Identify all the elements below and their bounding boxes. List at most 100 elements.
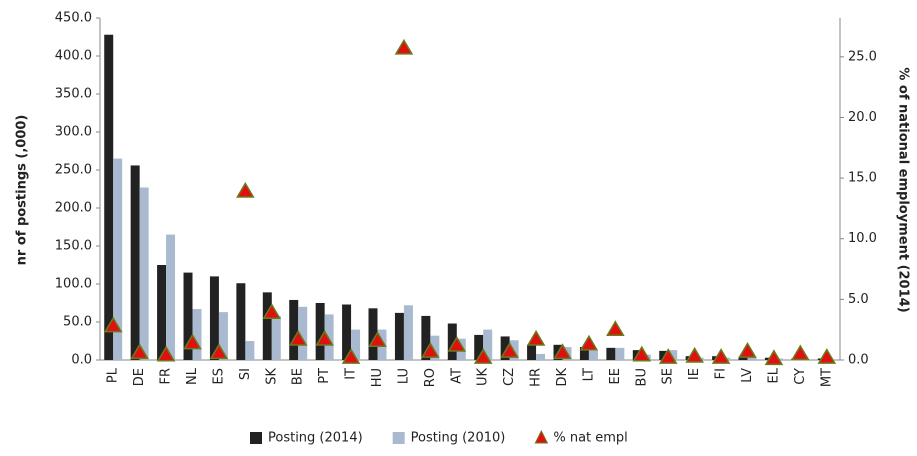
y-tick-label: 100.0 [55,277,92,292]
x-tick-label: IT [344,368,359,380]
bar [527,344,537,360]
bar [421,315,431,360]
x-tick-label: SI [238,368,253,380]
bar [536,353,546,360]
bar [738,356,748,360]
y-tick-label: 450.0 [55,11,92,26]
bar [430,335,440,360]
bar [113,158,123,360]
triangle-marker [394,38,414,55]
bar [315,303,325,360]
bar [606,347,616,360]
triangle-marker [103,316,123,333]
bar [245,341,255,360]
triangle-marker [817,348,837,364]
triangle-marker [315,329,334,346]
y-axis-title: nr of postings (,000) [15,115,30,266]
bar [139,187,149,360]
legend-label: Posting (2010) [411,431,506,446]
bar [262,292,272,360]
triangle-marker [685,346,704,363]
triangle-marker [526,329,546,346]
bar [668,350,678,360]
bar [351,329,361,360]
x-tick-label: BE [291,368,306,385]
x-tick-label: DK [555,368,570,387]
y2-tick-label: 25.0 [848,49,877,64]
x-tick-label: EE [608,368,623,384]
x-tick-label: LU [396,368,411,384]
y-tick-label: 400.0 [55,49,92,64]
bar [192,309,202,360]
bar [298,306,308,360]
triangle-marker [341,348,361,364]
x-tick-label: NL [185,367,200,385]
bar [218,312,228,360]
y-tick-label: 350.0 [55,87,92,102]
x-tick-label: PT [317,368,332,384]
legend-label: % nat empl [553,431,627,446]
legend-label: Posting (2014) [268,431,363,446]
bar [615,347,625,360]
x-tick-label: AT [449,368,464,384]
y-tick-label: 50.0 [63,315,92,330]
x-tick-label: MT [819,368,834,387]
triangle-marker [764,349,784,366]
bar [342,304,352,360]
triangle-marker [262,303,282,320]
x-tick-label: FI [714,368,729,379]
legend-marker [534,429,549,444]
x-tick-label: IE [687,368,702,380]
x-tick-label: SE [661,368,676,384]
triangle-marker [368,331,387,347]
bar [130,165,140,360]
triangle-marker [606,320,625,337]
x-tick-label: ES [211,368,226,384]
triangle-marker [130,343,149,360]
y2-tick-label: 5.0 [848,292,869,307]
bar [447,323,457,360]
y-tick-label: 0.0 [71,353,92,368]
bar [474,334,484,360]
bar [483,329,493,360]
triangle-marker [500,342,519,358]
triangle-marker [183,333,202,350]
triangle-marker [553,343,572,360]
x-tick-label: FR [159,368,174,385]
triangle-marker [447,335,467,352]
x-tick-label: LT [581,368,596,381]
x-tick-label: LV [740,368,755,383]
triangle-marker [236,181,255,198]
x-tick-label: HU [370,368,385,387]
bar [579,347,589,360]
y2-tick-label: 15.0 [848,171,877,186]
x-tick-label: RO [423,368,438,387]
bar [368,308,378,360]
triangle-marker [421,342,440,358]
x-tick-label: PL [106,367,121,383]
bar [394,312,404,360]
triangle-marker [209,343,229,360]
y-tick-label: 250.0 [55,163,92,178]
y2-tick-label: 10.0 [848,231,877,246]
y-tick-label: 150.0 [55,239,92,254]
triangle-marker [658,348,678,364]
bar [183,272,193,360]
triangle-marker [711,348,731,364]
bar [403,305,413,360]
x-tick-label: SK [264,368,279,385]
bar [324,314,334,360]
bar [209,276,219,360]
triangle-marker [473,348,493,364]
bar [157,265,167,360]
bar [659,350,669,360]
y2-tick-label: 20.0 [848,110,877,125]
x-tick-label: BU [634,368,649,386]
bar [236,283,246,360]
x-tick-label: DE [132,368,147,386]
bar [747,357,757,360]
bar [588,350,598,360]
x-tick-label: EL [766,367,781,383]
triangle-marker [632,345,652,362]
